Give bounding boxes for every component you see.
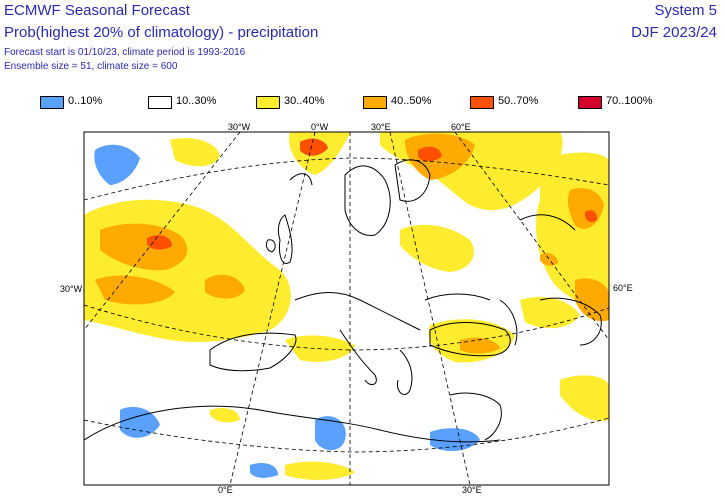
legend-swatch-30-40 xyxy=(256,96,280,109)
graticule xyxy=(84,132,609,485)
label-bottom-0: 0°E xyxy=(218,485,233,495)
legend-swatch-70-100 xyxy=(578,96,602,109)
label-bottom-30e: 30°E xyxy=(462,485,482,495)
legend-label-30-40: 30..40% xyxy=(284,95,325,107)
chart-title: ECMWF Seasonal Forecast xyxy=(4,2,190,19)
label-top-30w: 30°W xyxy=(228,122,251,132)
legend-label-40-50: 40..50% xyxy=(391,95,432,107)
season-label: DJF 2023/24 xyxy=(631,24,717,41)
label-top-60e: 60°E xyxy=(451,122,471,132)
chart-subtitle: Prob(highest 20% of climatology) - preci… xyxy=(4,24,319,41)
legend-swatch-40-50 xyxy=(363,96,387,109)
prob-50-70-regions xyxy=(147,138,598,250)
label-top-0: 0°W xyxy=(311,122,329,132)
legend-swatch-10-30 xyxy=(148,96,172,109)
legend-label-0-10: 0..10% xyxy=(68,95,103,107)
legend-label-70-100: 70..100% xyxy=(606,95,653,107)
legend-swatch-0-10 xyxy=(40,96,64,109)
label-left-30w: 30°W xyxy=(60,284,83,294)
forecast-info: Forecast start is 01/10/23, climate peri… xyxy=(4,47,246,58)
legend-label-50-70: 50..70% xyxy=(498,95,539,107)
legend-swatch-50-70 xyxy=(470,96,494,109)
map-frame xyxy=(83,131,610,486)
system-label: System 5 xyxy=(654,2,717,19)
label-right-60e: 60°E xyxy=(613,283,633,293)
map-field xyxy=(84,132,609,485)
coastlines xyxy=(84,159,602,443)
ensemble-info: Ensemble size = 51, climate size = 600 xyxy=(4,61,178,72)
precipitation-map: 30°W 0°W 30°E 60°E 30°W 60°E 0°E 30°E xyxy=(60,122,633,495)
legend-label-10-30: 10..30% xyxy=(176,95,217,107)
label-top-30e: 30°E xyxy=(371,122,391,132)
legend: 0..10% 10..30% 30..40% 40..50% 50..70% 7… xyxy=(40,95,720,111)
